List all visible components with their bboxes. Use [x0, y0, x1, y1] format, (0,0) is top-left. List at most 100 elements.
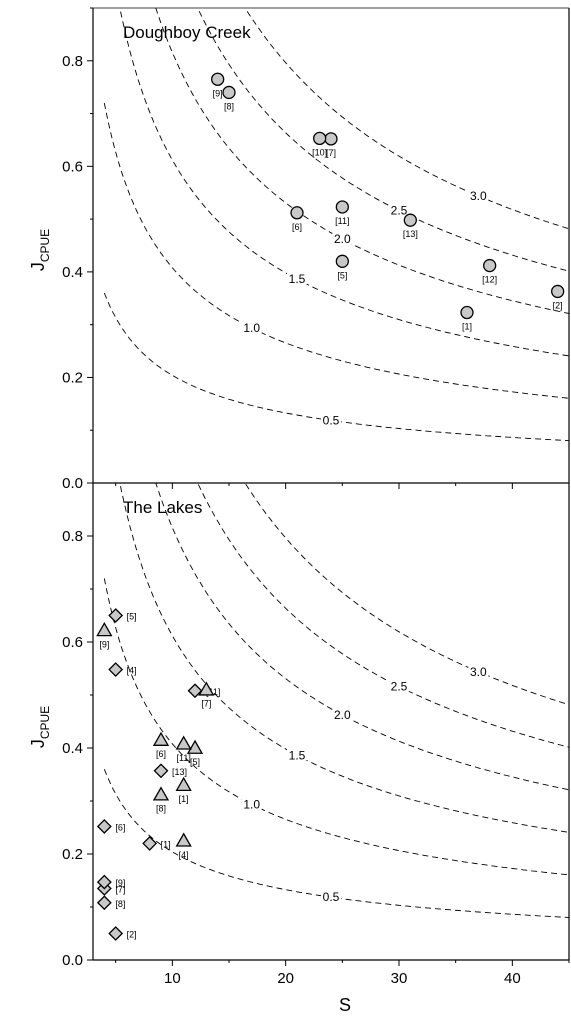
data-point-triangle	[186, 739, 204, 754]
y-axis-label-main: J	[28, 262, 48, 271]
data-point-label: [7]	[326, 148, 336, 158]
contour-line	[155, 8, 569, 314]
data-point-diamond	[108, 608, 124, 623]
axis-labels: S JCPUE JCPUE	[28, 229, 351, 1015]
y-axis-label-sub: CPUE	[38, 229, 52, 262]
x-tick-label: 10	[164, 970, 181, 987]
data-point-label: [11]	[206, 687, 220, 697]
data-point-triangle	[175, 832, 192, 847]
data-point-circle	[460, 305, 474, 320]
contour-label: 3.0	[470, 665, 487, 679]
data-point-label: [4]	[179, 850, 189, 860]
data-point-label: [7]	[201, 699, 211, 709]
y-tick-label: 0.2	[62, 369, 83, 386]
data-point-label: [2]	[127, 930, 137, 940]
data-point-label: [11]	[335, 216, 349, 226]
contour-label-bg	[468, 187, 489, 201]
contour-label-bg	[241, 320, 262, 334]
y-tick-label: 0.8	[62, 53, 83, 70]
panel-title: Doughboy Creek	[123, 23, 251, 42]
data-point-triangle	[152, 731, 170, 746]
contour-line	[197, 483, 569, 748]
data-point-label: [12]	[482, 275, 497, 285]
contour-label-bg	[389, 202, 409, 216]
contour-label: 1.5	[289, 748, 306, 762]
contour-line	[244, 483, 569, 706]
contour-label: 0.5	[323, 413, 340, 427]
contour-label: 3.0	[470, 189, 487, 203]
data-point-label: [5]	[127, 612, 137, 622]
contour-label-bg	[389, 678, 409, 692]
contour-label-bg	[321, 889, 341, 903]
data-point-triangle	[152, 786, 170, 801]
y-axis-label-sub: CPUE	[38, 706, 52, 739]
data-point-diamond	[108, 926, 124, 941]
data-point-circle	[290, 206, 304, 220]
contour-line	[197, 8, 569, 272]
contour-label: 1.0	[243, 321, 260, 335]
x-tick-label: 40	[504, 970, 521, 987]
data-point-label: [6]	[115, 822, 125, 832]
panel-the-lakes: 0.5 1.0 1.5 2.0 2.5 3.0 0.0 0.2 0.4 0.6 0.8 10 20 30 4…	[62, 482, 570, 987]
data-point-label: [8]	[156, 804, 166, 814]
data-point-diamond	[142, 835, 158, 851]
data-point-diamond	[108, 662, 124, 677]
contour-label-bg	[287, 271, 307, 285]
panel-title: The Lakes	[123, 498, 202, 517]
data-point-triangle	[175, 776, 192, 791]
contour-label: 2.0	[334, 708, 351, 722]
data-point-circle	[551, 284, 565, 299]
contour-label: 2.0	[334, 232, 351, 246]
y-tick-label: 0.4	[62, 264, 83, 281]
contour-label-bg	[332, 231, 353, 245]
data-point-circle	[403, 213, 417, 227]
contour-label-bg	[321, 412, 341, 426]
contour-label-bg	[332, 706, 353, 720]
data-point-label: [7]	[115, 884, 125, 894]
data-point-circle	[211, 72, 225, 86]
contour-line	[103, 578, 569, 876]
data-point-label: [13]	[403, 229, 418, 239]
data-point-circle	[483, 258, 497, 273]
data-point-label: [6]	[156, 749, 166, 759]
data-point-triangle	[198, 681, 215, 696]
data-point-label: [10]	[312, 147, 327, 157]
data-point-circle	[313, 131, 327, 146]
contour-line	[119, 8, 569, 357]
data-point-label: [6]	[292, 222, 302, 232]
y-axis-label-bottom: JCPUE	[28, 706, 52, 748]
y-tick-label: 0.8	[62, 528, 83, 545]
contour-line	[155, 483, 569, 791]
data-point-diamond	[187, 683, 203, 699]
data-point-diamond	[96, 874, 112, 890]
y-axis-label-main: J	[28, 739, 48, 748]
contour-line	[244, 8, 569, 230]
y-tick-label: 0.0	[62, 952, 83, 969]
x-tick-label: 20	[277, 970, 294, 987]
data-point-label: [1]	[161, 839, 171, 849]
data-point-circle	[335, 200, 349, 214]
data-point-label: [9]	[213, 88, 223, 98]
data-point-circle	[335, 254, 349, 268]
data-point-circle	[324, 132, 338, 146]
panel-doughboy-creek: 0.5 1.0 1.5 2.0 2.5 3.0 0.0 0.2 0.4 0.6 0.8 Doughbo…	[62, 7, 570, 492]
y-tick-label: 0.0	[62, 475, 83, 492]
data-point-label: [4]	[127, 666, 137, 676]
data-point-label: [8]	[224, 101, 234, 111]
contour-label-bg	[468, 663, 489, 677]
data-point-diamond	[153, 763, 169, 779]
data-point-label: [5]	[190, 757, 200, 767]
data-point-triangle	[175, 735, 192, 750]
data-point-label: [11]	[176, 753, 190, 763]
y-tick-label: 0.6	[62, 158, 83, 175]
contour-label: 1.0	[243, 797, 260, 811]
contour-label: 1.5	[289, 272, 306, 286]
data-point-label: [1]	[179, 794, 189, 804]
data-point-label: [8]	[115, 899, 125, 909]
data-point-label: [5]	[337, 270, 347, 280]
contour-line	[119, 483, 569, 833]
contour-label: 0.5	[323, 890, 340, 904]
y-tick-label: 0.6	[62, 634, 83, 651]
contour-line	[103, 102, 569, 399]
